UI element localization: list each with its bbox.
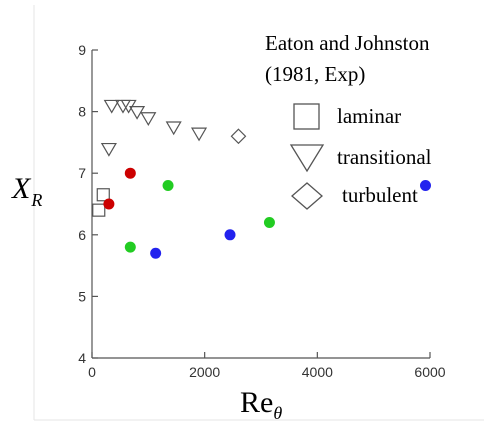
legend-marker-transitional [289,144,325,173]
data-point-square [92,203,106,217]
y-tick-label: 4 [78,350,86,366]
legend-label-transitional: transitional [337,145,432,169]
x-tick-label: 2000 [189,364,220,380]
data-point-square [96,188,110,202]
data-point-triangle [165,121,182,136]
data-point-circle [162,180,174,192]
data-point-circle [124,167,136,179]
data-point-circle [224,229,236,241]
legend-title-line2: (1981, Exp) [265,62,365,86]
y-tick-label: 8 [78,104,86,120]
x-tick-label: 0 [88,364,96,380]
y-tick-label: 5 [78,288,86,304]
y-tick-label: 9 [78,42,86,58]
x-tick-label: 6000 [414,364,445,380]
legend-title-line1: Eaton and Johnston [265,31,430,55]
x-axis-label: Reθ [240,386,282,423]
data-point-circle [419,180,431,192]
data-point-triangle [100,142,117,157]
x-tick-label: 4000 [302,364,333,380]
y-axis-label: XR [11,172,42,210]
y-ticks: 4 5 6 7 8 9 [78,42,98,366]
data-point-triangle [190,127,208,142]
data-point-circle [150,247,162,259]
data-point-circle [103,198,115,210]
data-point-circle [124,241,136,253]
data-point-triangle [103,99,120,114]
plot-frame [33,5,484,421]
data-point-diamond [230,128,247,145]
legend: Eaton and Johnston (1981, Exp) laminar t… [265,31,432,210]
legend-marker-laminar [293,103,320,130]
legend-label-laminar: laminar [337,104,401,128]
legend-marker-turbulent [291,182,323,210]
x-ticks: 0 2000 4000 6000 [88,352,446,380]
data-points [92,99,431,259]
y-tick-label: 7 [78,165,86,181]
data-point-triangle [140,112,157,126]
legend-label-turbulent: turbulent [342,183,418,207]
y-tick-label: 6 [78,227,86,243]
data-point-circle [263,216,275,228]
